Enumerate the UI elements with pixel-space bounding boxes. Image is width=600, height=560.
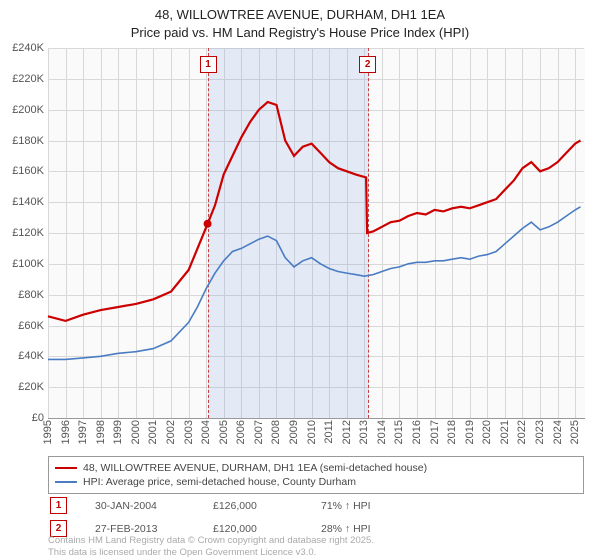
y-tick-label: £0 bbox=[0, 412, 44, 424]
x-tick-label: 2015 bbox=[393, 420, 405, 444]
series-line-hpi bbox=[48, 207, 581, 360]
x-tick-label: 2009 bbox=[288, 420, 300, 444]
x-tick-label: 2016 bbox=[411, 420, 423, 444]
x-tick-label: 1997 bbox=[77, 420, 89, 444]
x-tick-label: 2020 bbox=[481, 420, 493, 444]
legend-swatch-2 bbox=[55, 481, 77, 483]
y-tick-label: £140K bbox=[0, 196, 44, 208]
footer-line-1: Contains HM Land Registry data © Crown c… bbox=[48, 535, 374, 546]
sale-price: £120,000 bbox=[213, 523, 293, 535]
x-tick-label: 2018 bbox=[446, 420, 458, 444]
y-tick-label: £80K bbox=[0, 289, 44, 301]
series-line-price_paid bbox=[48, 102, 581, 321]
y-tick-label: £60K bbox=[0, 320, 44, 332]
x-tick-label: 1995 bbox=[42, 420, 54, 444]
sale-point-marker bbox=[204, 220, 212, 228]
x-tick-label: 1999 bbox=[112, 420, 124, 444]
x-tick-label: 2004 bbox=[200, 420, 212, 444]
legend-row-1: 48, WILLOWTREE AVENUE, DURHAM, DH1 1EA (… bbox=[55, 461, 577, 475]
x-tick-label: 2014 bbox=[376, 420, 388, 444]
x-tick-label: 1998 bbox=[95, 420, 107, 444]
sale-number-box: 2 bbox=[359, 56, 376, 73]
x-tick-label: 2013 bbox=[358, 420, 370, 444]
legend-swatch-1 bbox=[55, 467, 77, 469]
x-tick-label: 2021 bbox=[499, 420, 511, 444]
sale-row-marker: 1 bbox=[50, 497, 67, 514]
sale-delta: 71% ↑ HPI bbox=[321, 500, 371, 512]
legend-label-1: 48, WILLOWTREE AVENUE, DURHAM, DH1 1EA (… bbox=[83, 462, 427, 474]
y-tick-label: £40K bbox=[0, 350, 44, 362]
x-tick-label: 2011 bbox=[323, 420, 335, 444]
attribution-footer: Contains HM Land Registry data © Crown c… bbox=[48, 535, 374, 558]
x-tick-label: 2000 bbox=[130, 420, 142, 444]
x-tick-label: 2010 bbox=[306, 420, 318, 444]
x-tick-label: 2006 bbox=[235, 420, 247, 444]
sales-rows: 130-JAN-2004£126,00071% ↑ HPI227-FEB-201… bbox=[48, 494, 584, 540]
sale-price: £126,000 bbox=[213, 500, 293, 512]
legend-box: 48, WILLOWTREE AVENUE, DURHAM, DH1 1EA (… bbox=[48, 456, 584, 494]
x-tick-label: 2023 bbox=[534, 420, 546, 444]
sale-row: 1 30-JAN-2004 £126,000 71% ↑ HPI bbox=[48, 494, 584, 517]
sale-delta: 28% ↑ HPI bbox=[321, 523, 371, 535]
y-tick-label: £180K bbox=[0, 135, 44, 147]
y-tick-label: £20K bbox=[0, 381, 44, 393]
line-series-svg bbox=[48, 48, 584, 418]
x-tick-label: 2001 bbox=[147, 420, 159, 444]
x-tick-label: 2007 bbox=[253, 420, 265, 444]
x-tick-label: 2008 bbox=[270, 420, 282, 444]
footer-line-2: This data is licensed under the Open Gov… bbox=[48, 547, 316, 558]
title-line-2: Price paid vs. HM Land Registry's House … bbox=[131, 25, 469, 40]
x-tick-label: 2019 bbox=[464, 420, 476, 444]
sale-date: 30-JAN-2004 bbox=[95, 500, 185, 512]
title-line-1: 48, WILLOWTREE AVENUE, DURHAM, DH1 1EA bbox=[155, 7, 445, 22]
x-tick-label: 2002 bbox=[165, 420, 177, 444]
chart-title: 48, WILLOWTREE AVENUE, DURHAM, DH1 1EA P… bbox=[0, 0, 600, 41]
x-tick-label: 2005 bbox=[218, 420, 230, 444]
sale-number-box: 1 bbox=[200, 56, 217, 73]
x-tick-label: 2022 bbox=[516, 420, 528, 444]
x-tick-label: 2012 bbox=[341, 420, 353, 444]
x-tick-label: 2024 bbox=[552, 420, 564, 444]
y-tick-label: £100K bbox=[0, 258, 44, 270]
plot-area: 12 £0£20K£40K£60K£80K£100K£120K£140K£160… bbox=[48, 48, 584, 418]
x-tick-label: 2025 bbox=[569, 420, 581, 444]
y-tick-label: £120K bbox=[0, 227, 44, 239]
chart-container: 48, WILLOWTREE AVENUE, DURHAM, DH1 1EA P… bbox=[0, 0, 600, 560]
x-tick-label: 2017 bbox=[429, 420, 441, 444]
x-tick-label: 2003 bbox=[183, 420, 195, 444]
legend-and-sales: 48, WILLOWTREE AVENUE, DURHAM, DH1 1EA (… bbox=[48, 456, 584, 540]
x-tick-label: 1996 bbox=[60, 420, 72, 444]
y-tick-label: £200K bbox=[0, 104, 44, 116]
y-tick-label: £240K bbox=[0, 42, 44, 54]
sale-date: 27-FEB-2013 bbox=[95, 523, 185, 535]
y-tick-label: £220K bbox=[0, 73, 44, 85]
y-tick-label: £160K bbox=[0, 165, 44, 177]
legend-label-2: HPI: Average price, semi-detached house,… bbox=[83, 476, 356, 488]
legend-row-2: HPI: Average price, semi-detached house,… bbox=[55, 475, 577, 489]
